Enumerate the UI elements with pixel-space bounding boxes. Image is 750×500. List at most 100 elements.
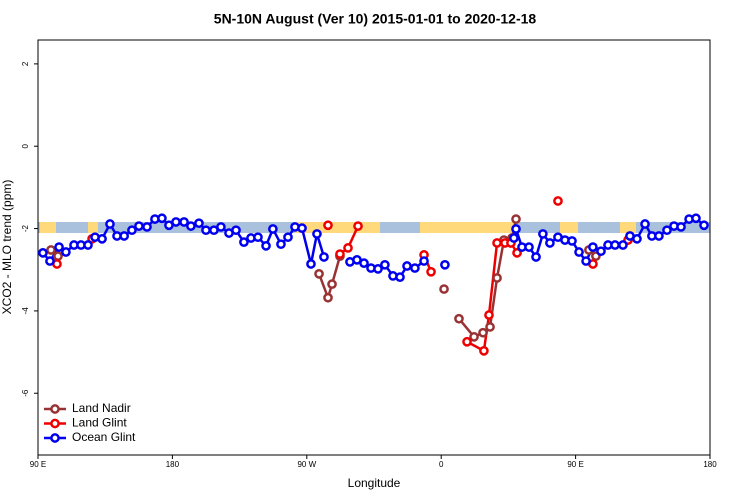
y-axis-title: XCO2 - MLO trend (ppm) [0,180,14,315]
data-point [105,219,115,229]
data-point [492,273,502,283]
data-point [323,220,333,231]
data-point [194,218,204,229]
data-point [462,336,472,347]
data-point [654,231,664,241]
data-point [402,261,412,271]
data-point [54,242,64,252]
data-point [618,240,628,250]
data-point [440,259,450,270]
data-point [53,251,63,261]
surface-strip [38,222,710,233]
data-point [469,331,479,342]
data-point [454,313,464,324]
data-point [119,231,130,241]
data-point [512,248,522,258]
data-point [596,246,606,257]
data-point [253,232,263,243]
legend-label: Ocean Glint [72,430,136,444]
y-tick-label: 2 [21,61,30,66]
data-point [359,258,369,268]
data-point [231,225,241,236]
legend-label: Land Nadir [72,401,131,415]
x-tick-label: 180 [703,460,717,469]
data-point [179,217,189,227]
legend-marker [50,404,60,414]
data-point [380,259,390,270]
data-point [38,248,48,258]
data-point [531,252,541,262]
x-tick-label: 90 E [567,460,583,469]
data-point [479,345,489,356]
data-point [439,284,449,294]
data-point [239,237,249,247]
data-point [511,214,521,224]
data-point [314,268,324,279]
plot-frame [37,39,711,456]
data-point [509,233,519,243]
y-tick-label: -6 [21,389,30,397]
data-point [46,245,56,255]
x-tick-label: 180 [166,460,180,469]
data-point [484,310,494,320]
data-point [45,256,55,266]
data-point [524,242,534,252]
data-point [395,272,405,282]
x-tick-label: 90 W [297,460,316,469]
data-point [171,217,181,227]
legend-label: Land Glint [72,416,127,430]
data-point [97,234,107,244]
data-point [410,263,420,273]
data-point [610,240,620,250]
data-point [676,222,686,232]
data-point [567,236,577,246]
data-point [426,266,436,277]
data-point [478,327,488,338]
data-point [283,232,293,243]
chart-title: 5N-10N August (Ver 10) 2015-01-01 to 202… [214,11,537,27]
legend-marker [50,418,60,429]
data-point [581,256,591,266]
data-point [83,240,93,250]
data-point [343,243,353,253]
data-point [216,222,226,232]
data-point [511,224,521,234]
data-point [545,238,555,248]
data-point [134,221,144,231]
data-point [538,229,548,239]
data-point [142,222,152,232]
legend-marker [50,433,60,443]
data-point [662,225,672,236]
data-point [323,292,333,303]
data-point [297,223,307,233]
x-tick-label: 90 E [30,460,46,469]
data-point [312,229,322,239]
data-point [419,256,429,266]
data-point [306,259,316,269]
data-point [353,221,363,231]
data-point [485,322,495,332]
data-point [186,221,196,231]
data-point [588,242,598,252]
data-point [261,241,271,251]
x-axis-title: Longitude [348,476,401,490]
data-point [691,213,701,224]
data-point [553,196,563,206]
y-tick-label: -4 [21,307,30,315]
x-tick-label: 0 [439,460,444,469]
data-point [335,249,345,259]
data-point [574,247,584,257]
data-point [640,219,650,229]
data-point [327,279,337,289]
y-tick-label: 0 [21,143,30,148]
data-point [632,234,642,244]
data-point [373,264,383,274]
y-tick-label: -2 [21,224,30,232]
data-point [61,247,71,257]
data-point [319,252,329,262]
data-point [201,225,211,236]
data-point [699,220,709,231]
data-point [276,239,286,250]
